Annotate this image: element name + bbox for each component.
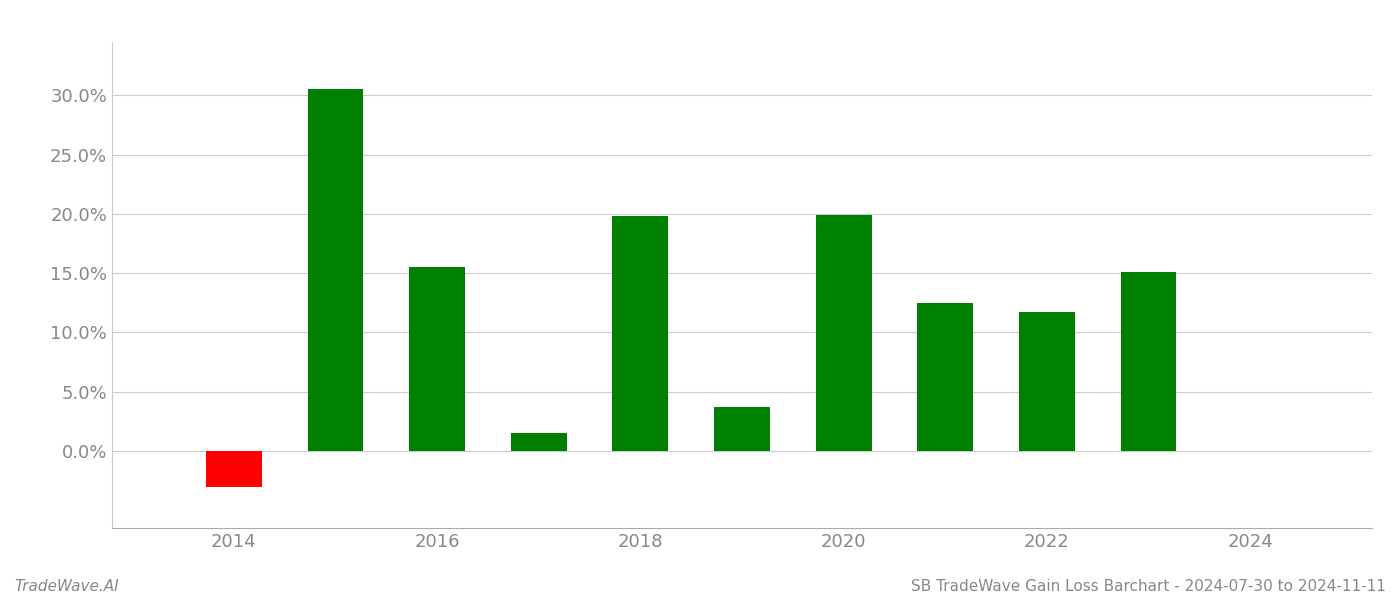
Bar (308, 89, 364, 451)
Text: SB TradeWave Gain Loss Barchart - 2024-07-30 to 2024-11-11: SB TradeWave Gain Loss Barchart - 2024-0… (911, 579, 1386, 594)
Bar (612, 216, 668, 451)
Bar (409, 267, 465, 451)
Text: TradeWave.AI: TradeWave.AI (14, 579, 119, 594)
Bar (816, 215, 872, 451)
Bar (511, 433, 567, 451)
Bar (1019, 312, 1075, 451)
Bar (206, 451, 262, 487)
Bar (714, 407, 770, 451)
Bar (1120, 272, 1176, 451)
Bar (917, 303, 973, 451)
